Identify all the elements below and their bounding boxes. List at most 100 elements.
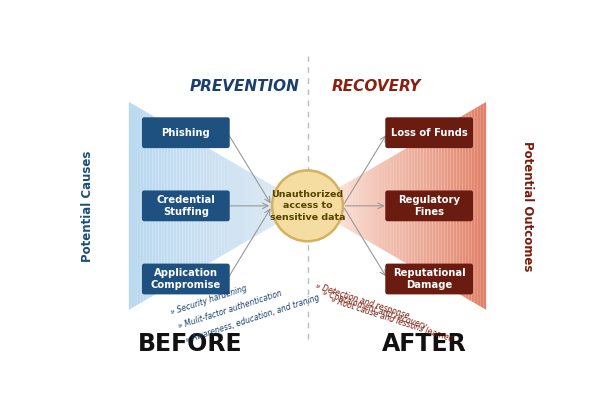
Polygon shape	[200, 144, 203, 268]
Polygon shape	[308, 204, 310, 208]
Polygon shape	[406, 147, 409, 265]
Polygon shape	[415, 142, 418, 270]
Polygon shape	[349, 180, 352, 232]
Polygon shape	[155, 118, 158, 294]
Polygon shape	[287, 194, 290, 218]
FancyBboxPatch shape	[385, 190, 473, 221]
Polygon shape	[471, 109, 474, 303]
Polygon shape	[215, 152, 218, 260]
Polygon shape	[474, 107, 477, 305]
Text: Application
Compromise: Application Compromise	[151, 268, 221, 290]
Polygon shape	[242, 168, 245, 244]
Polygon shape	[433, 131, 436, 280]
Polygon shape	[275, 187, 278, 225]
Polygon shape	[316, 199, 319, 213]
Polygon shape	[173, 128, 176, 284]
Text: Reputational
Damage: Reputational Damage	[393, 268, 466, 290]
Text: AFTER: AFTER	[382, 332, 467, 356]
Text: Unauthorized
access to
sensitive data: Unauthorized access to sensitive data	[270, 190, 345, 222]
Polygon shape	[290, 196, 293, 216]
Polygon shape	[167, 124, 170, 287]
Polygon shape	[239, 166, 242, 246]
Polygon shape	[409, 145, 412, 266]
Polygon shape	[367, 170, 370, 242]
Polygon shape	[296, 199, 299, 213]
Polygon shape	[161, 121, 164, 291]
Polygon shape	[343, 183, 346, 228]
Polygon shape	[176, 130, 179, 282]
Polygon shape	[212, 150, 215, 261]
Polygon shape	[260, 178, 263, 234]
Polygon shape	[251, 173, 254, 239]
Polygon shape	[355, 176, 358, 235]
Polygon shape	[218, 154, 221, 258]
Polygon shape	[203, 145, 206, 266]
Polygon shape	[191, 138, 194, 274]
Polygon shape	[483, 102, 486, 310]
Polygon shape	[281, 190, 284, 222]
Polygon shape	[328, 192, 331, 220]
Text: » Root cause and lessons learned: » Root cause and lessons learned	[329, 295, 454, 343]
Polygon shape	[340, 185, 343, 227]
Polygon shape	[150, 114, 152, 298]
Polygon shape	[257, 176, 260, 235]
Polygon shape	[185, 135, 188, 277]
Polygon shape	[352, 178, 355, 234]
Polygon shape	[436, 130, 439, 282]
Polygon shape	[427, 135, 430, 277]
Text: Phishing: Phishing	[161, 128, 210, 138]
Polygon shape	[397, 152, 400, 260]
Polygon shape	[206, 147, 209, 265]
Polygon shape	[299, 201, 302, 211]
Polygon shape	[457, 118, 460, 294]
Text: PREVENTION: PREVENTION	[190, 79, 299, 94]
Polygon shape	[373, 166, 376, 246]
Polygon shape	[439, 128, 442, 284]
Polygon shape	[182, 133, 185, 279]
Text: Potential Outcomes: Potential Outcomes	[521, 141, 534, 271]
Polygon shape	[325, 194, 328, 218]
Polygon shape	[278, 188, 281, 223]
Polygon shape	[331, 190, 334, 222]
Polygon shape	[403, 149, 406, 263]
Polygon shape	[412, 144, 415, 268]
Polygon shape	[468, 110, 471, 301]
Text: » Detection and response: » Detection and response	[314, 281, 410, 320]
Polygon shape	[305, 204, 308, 208]
Polygon shape	[400, 150, 403, 261]
Polygon shape	[152, 116, 155, 296]
Polygon shape	[230, 161, 233, 251]
Polygon shape	[170, 126, 173, 286]
Polygon shape	[272, 185, 275, 227]
Polygon shape	[248, 171, 251, 240]
Text: » Security hardening: » Security hardening	[169, 284, 248, 317]
FancyBboxPatch shape	[385, 117, 473, 148]
Polygon shape	[209, 149, 212, 263]
Text: Credential
Stuffing: Credential Stuffing	[157, 195, 215, 217]
Polygon shape	[361, 173, 364, 239]
Polygon shape	[477, 105, 480, 306]
Text: Loss of Funds: Loss of Funds	[391, 128, 467, 138]
Polygon shape	[385, 159, 388, 253]
FancyBboxPatch shape	[385, 264, 473, 294]
Polygon shape	[465, 112, 468, 300]
Polygon shape	[337, 187, 340, 225]
FancyBboxPatch shape	[142, 190, 230, 221]
Polygon shape	[164, 123, 167, 289]
Polygon shape	[418, 140, 421, 272]
Text: Potential Causes: Potential Causes	[81, 150, 94, 262]
Polygon shape	[197, 142, 200, 270]
Polygon shape	[194, 140, 197, 272]
Polygon shape	[144, 110, 147, 301]
Polygon shape	[454, 119, 457, 292]
Polygon shape	[129, 102, 132, 310]
Polygon shape	[302, 202, 305, 209]
Polygon shape	[269, 183, 272, 228]
Polygon shape	[346, 182, 349, 230]
Polygon shape	[322, 196, 325, 216]
Polygon shape	[358, 175, 361, 237]
Polygon shape	[480, 104, 483, 308]
Polygon shape	[463, 114, 465, 298]
Text: » Awareness, education, and traning: » Awareness, education, and traning	[184, 293, 321, 345]
Polygon shape	[135, 105, 138, 306]
